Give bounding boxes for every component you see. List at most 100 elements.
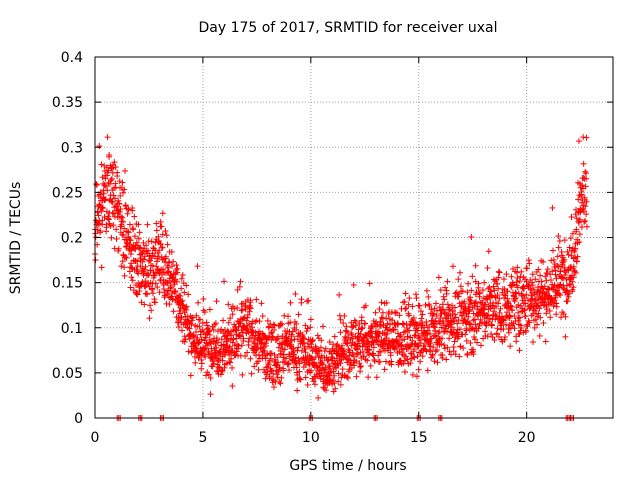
data-point [164, 241, 171, 248]
data-point [112, 164, 119, 171]
data-point [303, 328, 310, 335]
data-point [144, 221, 151, 228]
data-point [474, 303, 481, 310]
data-point [109, 209, 116, 216]
data-point [400, 360, 407, 367]
data-point [337, 316, 344, 323]
data-point [193, 329, 200, 336]
data-point [115, 245, 122, 252]
data-point [198, 356, 205, 363]
data-point [166, 301, 173, 308]
data-point [462, 331, 469, 338]
data-point [566, 290, 573, 297]
data-point [368, 322, 375, 329]
data-point [515, 315, 522, 322]
data-point [154, 249, 161, 256]
data-point [402, 290, 409, 297]
data-point [376, 348, 383, 355]
data-point [314, 332, 321, 339]
data-point [143, 242, 150, 249]
data-point [331, 372, 338, 379]
data-point [433, 312, 440, 319]
data-point [153, 227, 160, 234]
data-point [544, 270, 551, 277]
data-point [557, 292, 564, 299]
data-point [315, 394, 322, 401]
data-point [475, 280, 482, 287]
data-point [527, 285, 534, 292]
data-point [219, 357, 226, 364]
data-point [522, 313, 529, 320]
data-point [410, 314, 417, 321]
data-point [512, 289, 519, 296]
data-point [535, 266, 542, 273]
data-point [414, 353, 421, 360]
data-point [401, 357, 408, 364]
data-point [289, 328, 296, 335]
data-point [395, 361, 402, 368]
data-point [141, 256, 148, 263]
data-point [485, 319, 492, 326]
data-point [540, 258, 547, 265]
data-point [372, 309, 379, 316]
data-point [561, 237, 568, 244]
data-point [145, 247, 152, 254]
data-point [198, 336, 205, 343]
data-point [383, 315, 390, 322]
data-point [400, 329, 407, 336]
data-point [419, 320, 426, 327]
data-point [262, 375, 269, 382]
data-point [381, 366, 388, 373]
data-point [268, 330, 275, 337]
data-point [426, 330, 433, 337]
data-point [107, 177, 114, 184]
data-point [472, 321, 479, 328]
data-point [365, 374, 372, 381]
data-point [170, 258, 177, 265]
data-point [190, 332, 197, 339]
data-point [340, 320, 347, 327]
data-point [515, 301, 522, 308]
data-point [221, 364, 228, 371]
data-point [470, 351, 477, 358]
data-point [411, 354, 418, 361]
data-point [485, 311, 492, 318]
data-point [494, 280, 501, 287]
data-point [423, 287, 430, 294]
data-point [536, 305, 543, 312]
data-point [509, 307, 516, 314]
data-point [236, 283, 243, 290]
data-point [104, 134, 111, 141]
data-point [439, 335, 446, 342]
data-point [465, 280, 472, 287]
data-point [169, 296, 176, 303]
data-point [94, 209, 101, 216]
data-point [576, 231, 583, 238]
data-point [406, 327, 413, 334]
data-point [376, 358, 383, 365]
data-point [207, 375, 214, 382]
data-point [582, 203, 589, 210]
data-point [295, 344, 302, 351]
data-point [147, 302, 154, 309]
data-point [240, 335, 247, 342]
data-point [96, 143, 103, 150]
data-point [129, 277, 136, 284]
data-point [92, 257, 99, 264]
data-point [337, 360, 344, 367]
data-point [441, 296, 448, 303]
data-point [432, 348, 439, 355]
data-point [116, 178, 123, 185]
data-point [99, 217, 106, 224]
data-point [549, 247, 556, 254]
data-point [99, 174, 106, 181]
data-point [284, 338, 291, 345]
data-point [239, 306, 246, 313]
data-point [270, 384, 277, 391]
data-point [421, 343, 428, 350]
data-point [331, 380, 338, 387]
data-point [476, 290, 483, 297]
data-point [516, 331, 523, 338]
data-point [212, 320, 219, 327]
data-point [217, 371, 224, 378]
